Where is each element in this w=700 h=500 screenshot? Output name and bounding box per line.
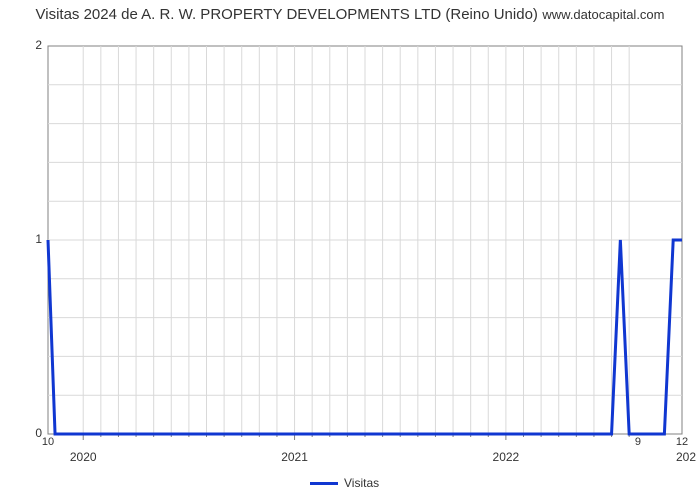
x-edge-label: 10: [36, 436, 60, 448]
x-major-label: 2021: [270, 450, 320, 464]
chart-svg: [0, 0, 700, 500]
legend-label: Visitas: [344, 476, 379, 490]
chart-container: Visitas 2024 de A. R. W. PROPERTY DEVELO…: [0, 0, 700, 500]
x-right-extra-label: 202: [676, 450, 700, 464]
y-tick-label: 2: [24, 38, 42, 52]
x-edge-label: 12: [670, 436, 694, 448]
x-major-label: 2020: [58, 450, 108, 464]
y-tick-label: 1: [24, 232, 42, 246]
legend: Visitas: [310, 476, 379, 490]
x-major-label: 2022: [481, 450, 531, 464]
x-edge-label: 9: [626, 436, 650, 448]
legend-line-icon: [310, 482, 338, 485]
